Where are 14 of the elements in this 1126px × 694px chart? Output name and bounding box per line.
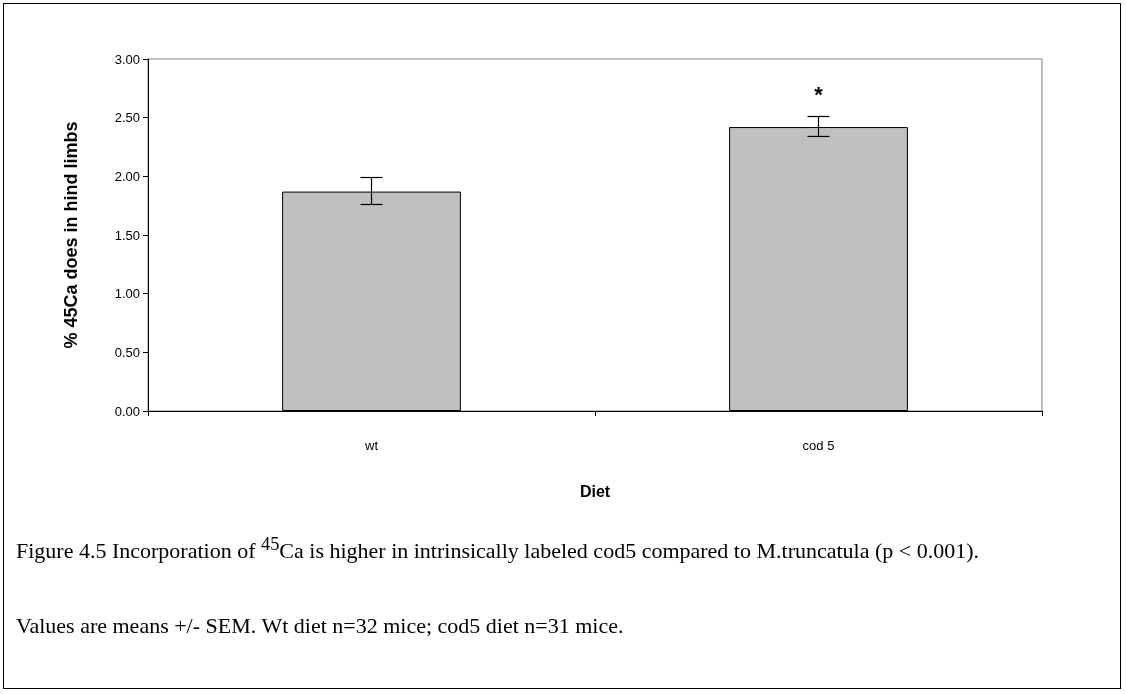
y-tick-label: 1.00 <box>114 286 140 302</box>
y-tick-label: 1.50 <box>114 227 140 243</box>
y-tick-label: 0.00 <box>114 403 140 419</box>
y-tick-label: 3.00 <box>114 51 140 67</box>
caption: Figure 4.5 Incorporation of $^{45}$Ca is higher in intrinsically labeled cod5 compared to M.truncatula (p < 0.001). <box>16 533 981 566</box>
y-axis-title: % 45Ca does in hind limbs <box>61 121 81 349</box>
y-tick-label: 2.00 <box>114 168 140 184</box>
x-tick-label: cod 5 <box>802 438 835 453</box>
y-tick-label: 0.50 <box>114 344 140 360</box>
y-tick-label: 2.50 <box>114 110 140 126</box>
annotation: * <box>814 81 824 107</box>
text: Values are means +/- SEM. Wt diet n=32 mice; cod5 diet n=31 mice. <box>16 612 625 641</box>
x-tick-label: wt <box>364 438 379 453</box>
x-axis-title: Diet <box>579 482 611 500</box>
